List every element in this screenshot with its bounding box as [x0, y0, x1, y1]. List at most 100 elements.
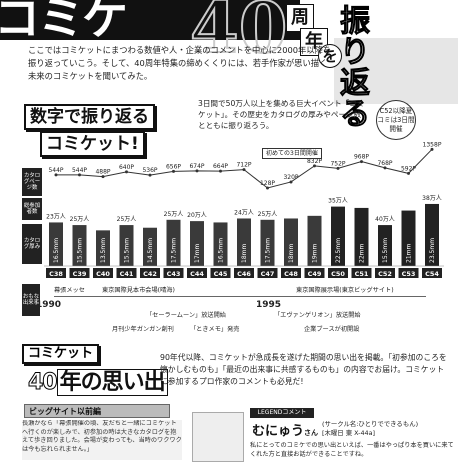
- header-photo: [334, 38, 458, 104]
- page-label: 664P: [213, 163, 228, 170]
- thickness-label: 22mm: [359, 244, 366, 263]
- memories-title-bottom: 40 年の思い出: [28, 364, 168, 396]
- thickness-bar: [307, 215, 322, 266]
- page-point: [219, 169, 222, 173]
- page-label: 674P: [189, 163, 204, 170]
- page-title: コミケ: [0, 0, 128, 45]
- page-label: 128P: [260, 180, 275, 187]
- title-char-wo: を: [318, 44, 342, 68]
- thickness-bar: [143, 227, 157, 266]
- thickness-bar: [96, 230, 110, 266]
- thickness-label: 17mm: [194, 244, 201, 263]
- attendance-label: 25万人: [70, 216, 90, 223]
- thickness-label: 23.5mm: [429, 238, 436, 263]
- event-eva: 「エヴァンゲリオン」放送開始: [274, 312, 361, 319]
- attendance-label: 23万人: [46, 213, 66, 220]
- thickness-label: 14.5mm: [147, 238, 154, 263]
- thickness-label: 22.5mm: [335, 238, 342, 263]
- page-point: [289, 180, 293, 184]
- legend-comment: 私にとってのコミケでの思い出といえば、一番はやっぱり本を買いに来てくれた方と直接…: [250, 442, 454, 458]
- thickness-label: 15.5mm: [77, 238, 84, 263]
- venue-makuhari: 幕張メッセ: [54, 287, 85, 294]
- page-point: [195, 169, 199, 173]
- thickness-label: 17.5mm: [265, 238, 272, 263]
- category-bg: [210, 268, 231, 278]
- category-bg: [328, 268, 348, 278]
- category-label: C47: [261, 270, 275, 278]
- attendance-label: 40万人: [375, 216, 395, 223]
- thickness-bar: [260, 219, 275, 266]
- category-label: C45: [214, 270, 228, 278]
- c52-callout: C52以降夏コミは3日間開催: [376, 100, 416, 140]
- thickness-bar: [190, 221, 204, 266]
- category-bg: [398, 268, 419, 278]
- page-label: 488P: [95, 169, 110, 176]
- timeline-line: [54, 296, 426, 297]
- thickness-bar: [331, 206, 345, 266]
- legend-circle: (サークル名:ひとりでできるもん): [322, 420, 419, 428]
- category-label: C51: [355, 270, 369, 278]
- category-bg: [234, 268, 254, 278]
- category-bg: [46, 268, 66, 278]
- page-point: [148, 173, 152, 177]
- event-gangan: 月刊少年ガンガン創刊: [112, 326, 174, 333]
- thickness-label: 16.5mm: [218, 238, 225, 263]
- thickness-bar: [284, 218, 298, 266]
- avatar: [192, 412, 244, 462]
- attendance-label: 38万人: [422, 195, 442, 202]
- page-label: 768P: [377, 160, 392, 167]
- venue-harumi: 東京国際見本市会場(晴海): [102, 287, 175, 294]
- category-bg: [351, 268, 372, 278]
- category-label: C41: [120, 270, 134, 278]
- intro-text: ここではコミケットにまつわる数値や人・企業のコメントを中心に2000年以降を振り…: [28, 45, 332, 81]
- category-bg: [140, 268, 160, 278]
- attendance-label: 35万人: [328, 198, 348, 205]
- event-tokimeki: 「ときメモ」発売: [190, 326, 240, 333]
- legend-name-suffix: さん: [304, 429, 319, 437]
- thickness-bar: [354, 207, 369, 266]
- memories-title-top: コミケット: [22, 344, 100, 364]
- thickness-bar: [213, 222, 228, 266]
- category-label: C54: [425, 270, 439, 278]
- thickness-label: 16.5mm: [53, 238, 60, 263]
- thickness-bar: [166, 219, 181, 266]
- category-bg: [257, 268, 278, 278]
- attendance-label: 20万人: [187, 212, 207, 219]
- thickness-label: 21mm: [406, 244, 413, 263]
- section-title-line2: コミケット!: [40, 131, 145, 157]
- page-point: [78, 173, 81, 177]
- page-point: [242, 168, 246, 172]
- page-label: 832P: [307, 158, 322, 165]
- page-label: 320P: [283, 174, 298, 181]
- page-label: 968P: [354, 154, 369, 161]
- bigsight-text: 長瀬かなら「幕張開催の頃、友だちと一緒にコミケットへ行くのが楽しみで、初参加の時…: [22, 420, 182, 460]
- category-label: C50: [331, 270, 345, 278]
- year-1990: 1990: [36, 300, 62, 310]
- page-label: 640P: [119, 164, 134, 171]
- page-point: [101, 175, 105, 179]
- category-bg: [93, 268, 113, 278]
- category-bg: [187, 268, 207, 278]
- category-label: C40: [96, 270, 110, 278]
- category-bg: [69, 268, 90, 278]
- thickness-label: 15.5mm: [382, 238, 389, 263]
- thickness-bar: [237, 218, 251, 266]
- memories-title-rest: 年の思い出: [56, 369, 168, 396]
- page-point: [172, 169, 175, 173]
- events-label: おもな出来事: [22, 284, 40, 316]
- row-label-pages: カタログページ数: [22, 168, 42, 196]
- page-point: [336, 166, 340, 170]
- page-point: [383, 166, 387, 170]
- row-label-attendance: 総参加者数: [22, 198, 42, 220]
- catalog-chart: 16.5mm 23万人 544P C38 15.5mm 25万人 544P C39 13.5mm…: [44, 141, 444, 278]
- page-label: 544P: [72, 167, 87, 174]
- thickness-label: 18mm: [288, 244, 295, 263]
- thickness-label: 18mm: [241, 244, 248, 263]
- attendance-label: 25万人: [258, 211, 278, 218]
- category-bg: [281, 268, 301, 278]
- anniversary-number: 40: [189, 0, 288, 70]
- category-bg: [422, 268, 442, 278]
- legend-name-text: むにゅう: [252, 424, 305, 439]
- page-point: [430, 147, 434, 151]
- thickness-label: 17.5mm: [171, 238, 178, 263]
